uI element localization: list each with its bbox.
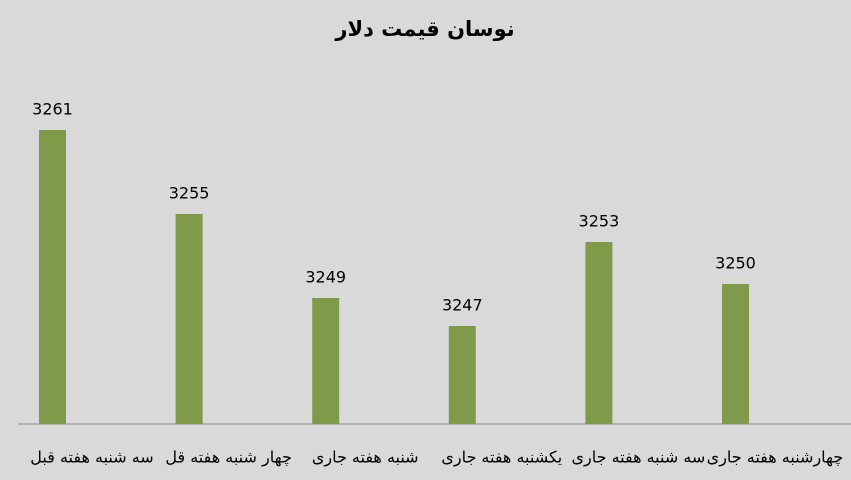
data-label: 3247 [442, 296, 483, 315]
x-tick-label: شنبه هفته جاری [312, 448, 419, 468]
data-label: 3261 [32, 100, 73, 119]
bar [175, 214, 203, 424]
bar [39, 130, 66, 424]
bar [585, 242, 613, 424]
x-tick-label: سه شنبه هفته جاری [571, 448, 705, 468]
bar [722, 284, 749, 424]
x-tick-label: یکشنبه هفته جاری [441, 448, 562, 468]
bar [312, 298, 340, 424]
x-tick-label: چهارشنبه هفته جاری [707, 448, 844, 468]
x-tick-label: چهار شنبه هفته قل [165, 448, 291, 468]
data-label: 3249 [305, 268, 346, 287]
x-tick-label: سه شنبه هفته قبل [30, 448, 153, 467]
data-label: 3253 [579, 212, 620, 231]
chart-title: نوسان قیمت دلار [334, 17, 514, 41]
data-label: 3250 [715, 254, 756, 273]
data-label: 3255 [169, 184, 210, 203]
bar [448, 326, 476, 424]
